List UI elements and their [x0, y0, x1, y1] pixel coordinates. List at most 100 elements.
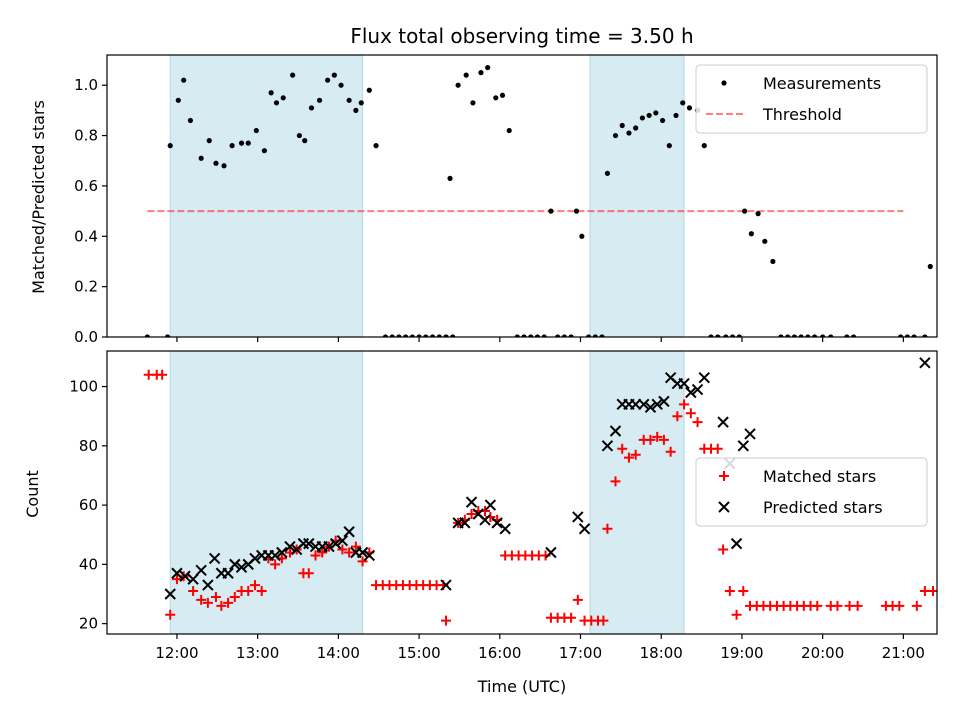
- matched-stars-point-106: [894, 600, 905, 611]
- y-tick-label-1-3: 0.6: [74, 177, 98, 195]
- matched-stars-point-80: [685, 408, 696, 419]
- y-tick-label-2-2: 60: [79, 496, 98, 514]
- measurements-point-79: [701, 143, 707, 149]
- measurements-point-46: [478, 70, 484, 76]
- x-tick-label-8: 20:00: [801, 644, 844, 662]
- measurements-point-12: [245, 140, 251, 146]
- predicted-stars-point-9: [229, 558, 241, 571]
- shaded-interval-2: [589, 54, 685, 338]
- measurements-point-41: [450, 334, 456, 337]
- predicted-stars-point-10: [235, 561, 248, 574]
- matched-stars-point-29: [344, 547, 355, 558]
- matched-stars-point-12: [229, 591, 240, 602]
- measurements-point-25: [338, 82, 344, 88]
- measurements-point-102: [911, 334, 917, 337]
- matched-stars-point-78: [672, 411, 683, 422]
- matched-stars-point-74: [645, 434, 656, 445]
- measurements-point-90: [778, 334, 784, 337]
- predicted-stars-point-25: [336, 534, 349, 547]
- matched-stars-point-72: [630, 449, 641, 460]
- measurements-point-63: [592, 334, 598, 337]
- measurements-point-93: [798, 334, 804, 337]
- predicted-stars-point-4: [195, 564, 207, 576]
- matched-stars-point-109: [927, 586, 937, 597]
- measurements-point-101: [904, 334, 911, 337]
- measurements-point-85: [742, 208, 748, 214]
- measurements-point-51: [514, 334, 520, 337]
- measurements-point-95: [811, 334, 818, 337]
- x-tick-label-6: 18:00: [640, 644, 683, 662]
- predicted-stars-point-62: [919, 357, 931, 369]
- legend-box-1: [695, 64, 928, 134]
- predicted-stars-point-3: [187, 573, 199, 585]
- measurements-point-8: [213, 160, 219, 166]
- measurements-point-28: [358, 100, 364, 106]
- measurements-point-27: [353, 107, 359, 113]
- measurements-point-1: [164, 334, 171, 337]
- measurements-point-86: [748, 231, 754, 237]
- matched-stars-point-77: [665, 446, 676, 457]
- measurements-point-100: [898, 334, 904, 337]
- measurements-point-66: [612, 132, 619, 139]
- bottom-y-axis-label: Count: [23, 470, 42, 518]
- matched-stars-point-24: [310, 550, 321, 561]
- x-tick-label-9: 21:00: [882, 644, 925, 662]
- measurements-point-87: [755, 211, 761, 217]
- measurements-point-72: [653, 110, 659, 116]
- measurements-point-53: [528, 334, 534, 337]
- measurements-point-22: [316, 97, 323, 103]
- measurements-point-82: [723, 334, 729, 337]
- predicted-stars-point-41: [578, 523, 591, 535]
- y-tick-label-1-2: 0.4: [74, 227, 98, 245]
- predicted-stars-point-38: [499, 523, 511, 535]
- measurements-point-59: [568, 334, 574, 337]
- measurements-point-73: [659, 117, 666, 124]
- measurements-point-68: [626, 130, 632, 136]
- legend-marker-2-0: [719, 471, 729, 481]
- predicted-stars-point-59: [730, 537, 743, 550]
- measurements-point-5: [187, 117, 194, 124]
- chart-title: Flux total observing time = 3.50 h: [350, 24, 693, 48]
- x-tick-label-4: 16:00: [478, 644, 521, 662]
- predicted-stars-point-5: [202, 579, 214, 591]
- predicted-stars-point-36: [484, 499, 497, 511]
- predicted-stars-point-32: [459, 517, 471, 529]
- y-tick-label-2-3: 80: [79, 437, 98, 455]
- measurements-point-7: [206, 138, 212, 144]
- x-tick-label-2: 14:00: [317, 644, 360, 662]
- axes-frame-2: [106, 350, 938, 635]
- legend-label-2-1: Predicted stars: [763, 498, 883, 517]
- x-tick-label-7: 19:00: [720, 644, 763, 662]
- markers-panel-1: [144, 64, 933, 337]
- measurements-point-74: [666, 143, 672, 149]
- measurements-point-15: [268, 90, 274, 96]
- measurements-point-52: [521, 334, 527, 337]
- predicted-stars-point-48: [644, 401, 657, 414]
- matched-stars-point-23: [303, 568, 314, 579]
- matched-stars-point-85: [718, 544, 729, 555]
- predicted-stars-point-6: [208, 552, 221, 565]
- matched-stars-point-3: [165, 609, 176, 620]
- y-tick-label-1-1: 0.2: [74, 278, 98, 296]
- shaded-interval-1: [169, 350, 364, 635]
- measurements-point-75: [673, 112, 679, 119]
- predicted-stars-point-55: [691, 383, 704, 396]
- axes-frame-1: [106, 54, 938, 338]
- measurements-point-34: [403, 334, 409, 337]
- measurements-point-19: [296, 132, 302, 139]
- measurements-point-81: [715, 334, 721, 337]
- matched-stars-point-28: [337, 544, 348, 555]
- measurements-point-67: [619, 122, 625, 129]
- measurements-point-48: [493, 95, 499, 101]
- matched-stars-point-88: [738, 586, 749, 597]
- predicted-stars-point-37: [491, 517, 503, 529]
- matched-stars-point-81: [692, 417, 703, 428]
- matched-stars-point-84: [712, 443, 723, 454]
- measurements-point-42: [447, 175, 453, 181]
- measurements-point-80: [708, 334, 714, 337]
- matched-stars-point-44: [440, 615, 451, 626]
- matched-stars-point-99: [812, 600, 823, 611]
- measurements-point-97: [828, 334, 834, 337]
- measurements-point-17: [280, 95, 286, 101]
- y-tick-label-1-5: 1.0: [74, 76, 98, 94]
